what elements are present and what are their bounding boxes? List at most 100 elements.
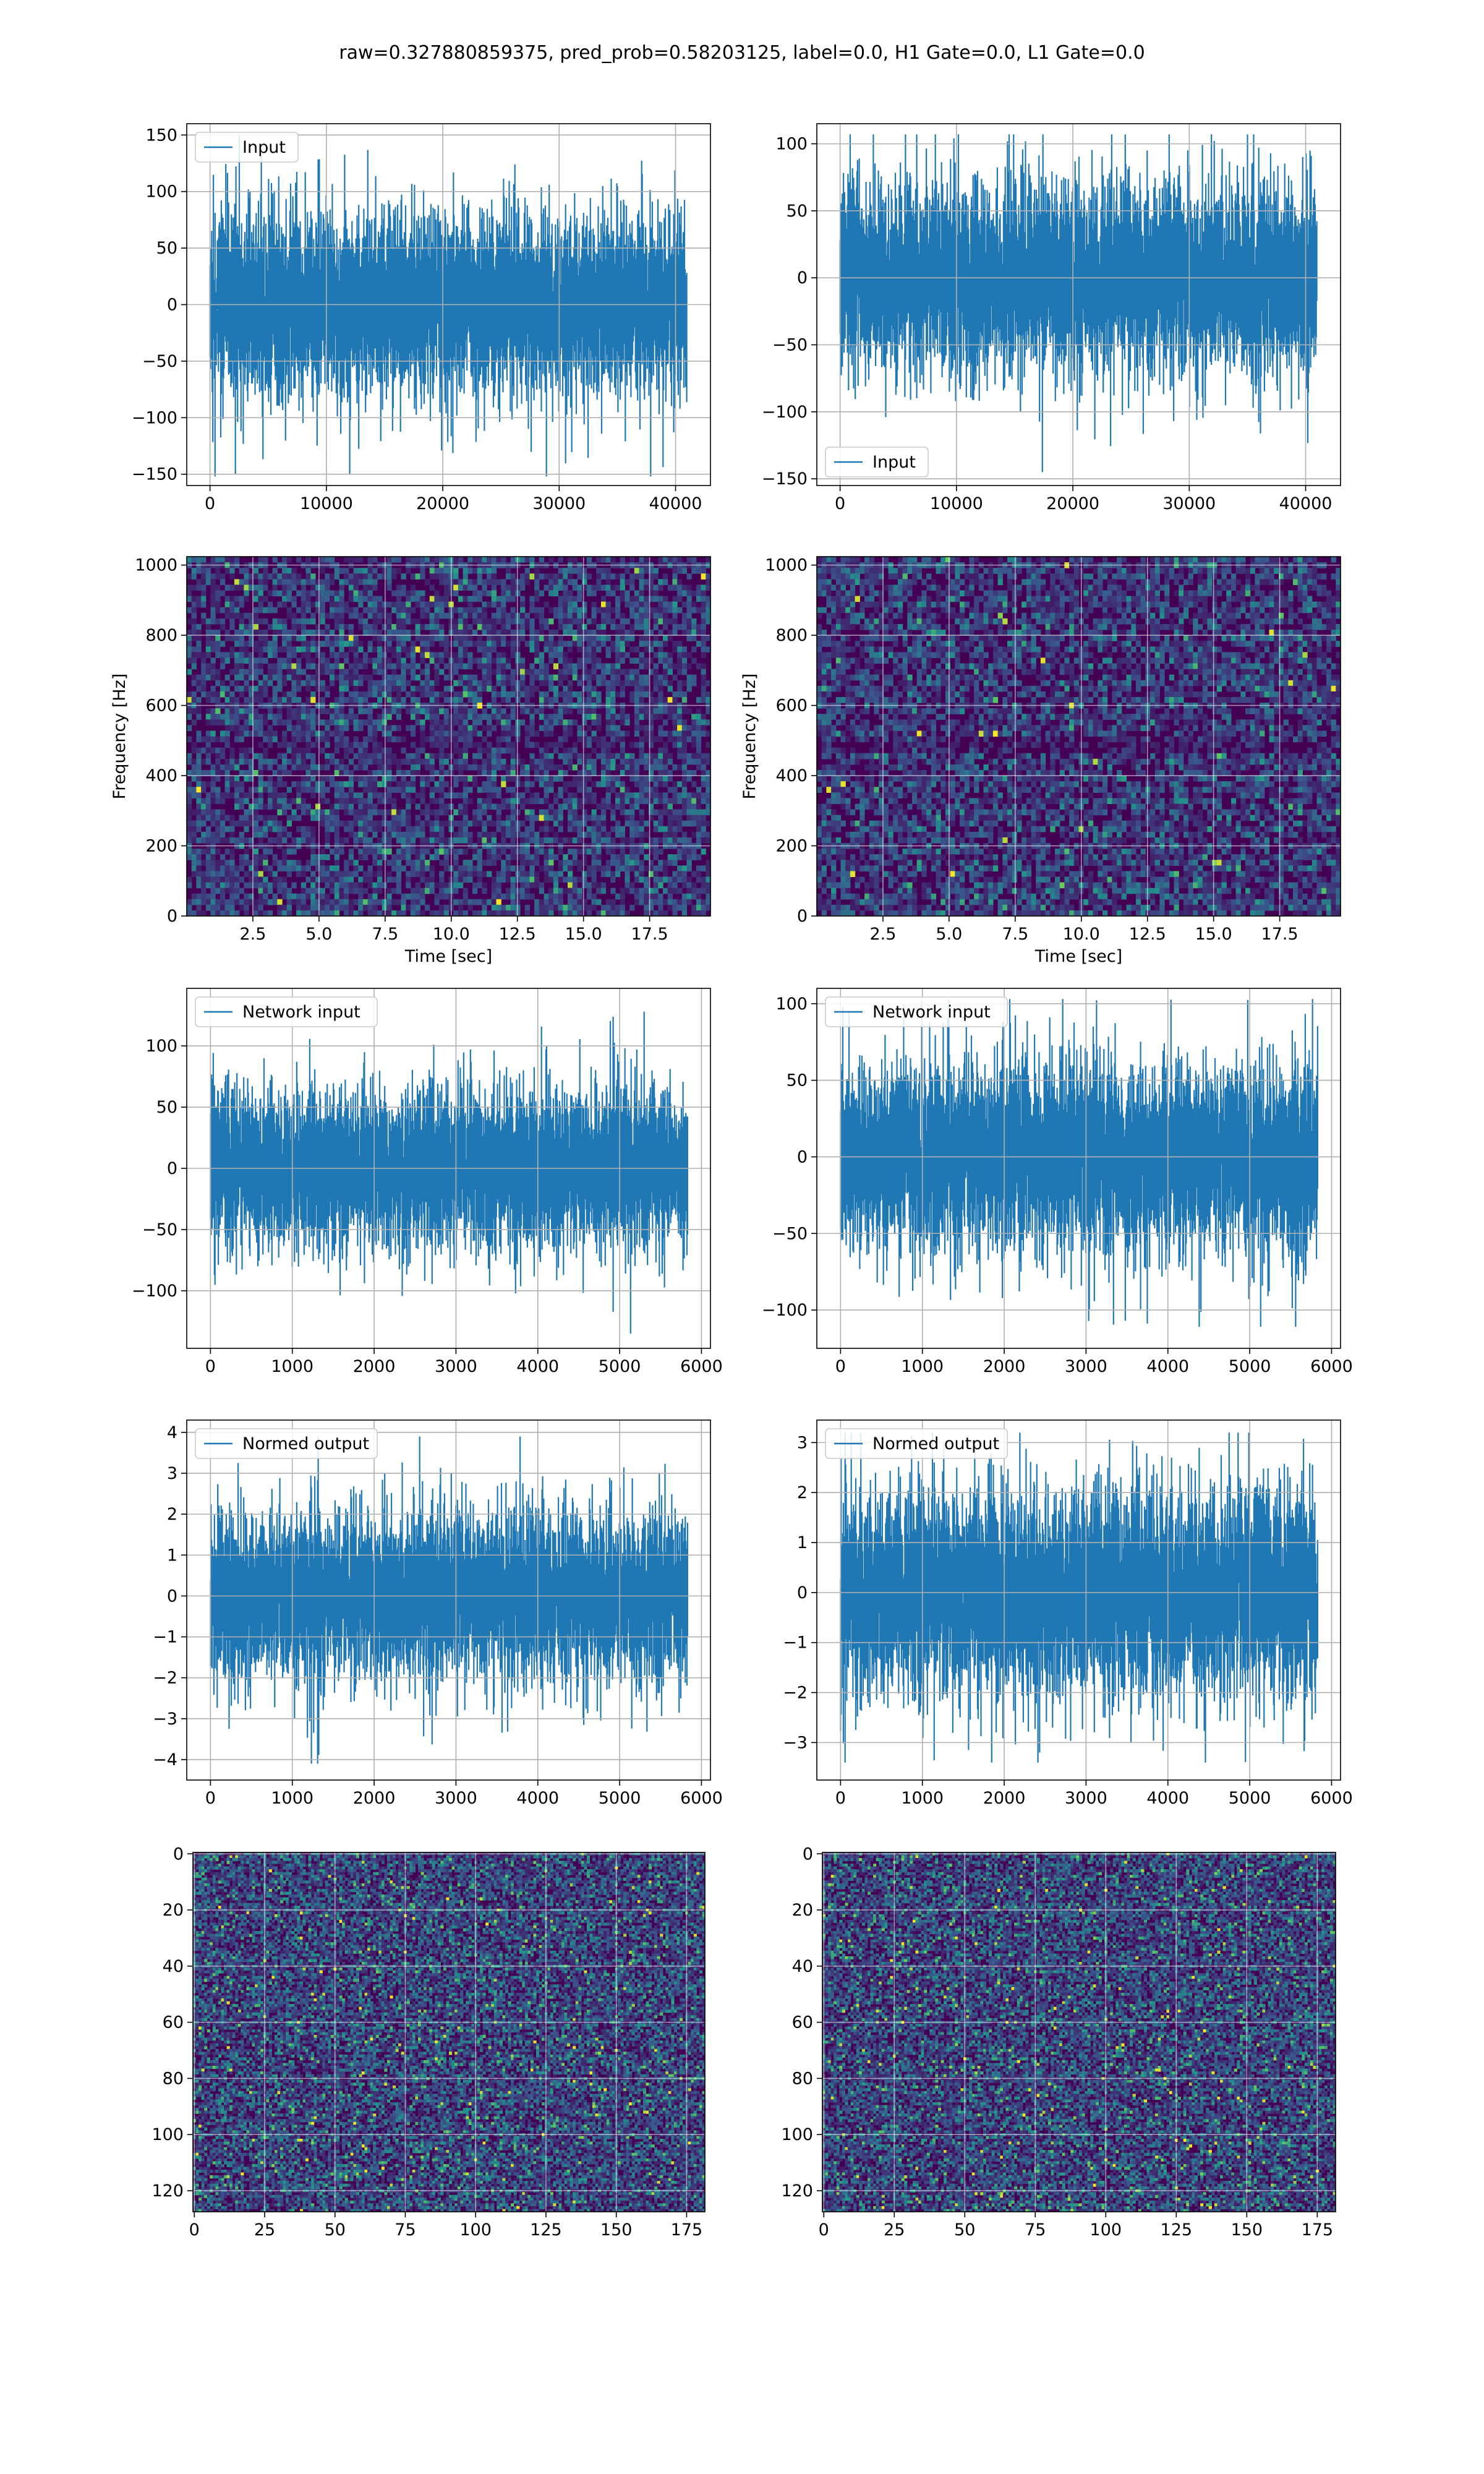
x-tick-label: 5.0 (936, 925, 962, 944)
y-tick-label: 4 (167, 1423, 177, 1442)
subplot-img-h1: 0 25 50 75 100 125 150 175 0 20 40 60 80 100 120 (151, 1844, 706, 2240)
series-line-input-l1 (839, 134, 1318, 473)
x-tick-label: 1000 (271, 1357, 313, 1376)
y-tick-label: 0 (167, 296, 177, 315)
y-tick-label: −2 (153, 1669, 177, 1688)
subplot-net-l1: 0 1000 2000 3000 4000 5000 6000 −100 −50 0 50 100 Ne… (762, 988, 1353, 1376)
x-tick-label: 20000 (1046, 494, 1099, 513)
y-tick-label: 400 (145, 766, 177, 785)
y-tick-label: −100 (762, 1301, 808, 1320)
axes-frame (816, 1419, 1341, 1781)
y-tick-label: 2 (167, 1505, 177, 1524)
y-tick-label: 600 (145, 696, 177, 716)
x-tick-label: 125 (530, 2220, 562, 2240)
y-tick-label: −150 (132, 465, 177, 484)
y-tick-label: 0 (167, 1159, 177, 1178)
y-tick-label: 20 (792, 1901, 813, 1920)
y-tick-label: 50 (156, 239, 177, 258)
series-line-net-h1 (210, 1011, 688, 1334)
y-tick-label: 60 (792, 2013, 813, 2032)
y-tick-label: −3 (153, 1710, 177, 1729)
subplot-norm-h1: 0 1000 2000 3000 4000 5000 6000 −4 −3 −2 −1 0 1 2 3 4 No… (153, 1419, 723, 1808)
x-tick-label: 150 (600, 2220, 633, 2240)
x-tick-label: 12.5 (499, 925, 536, 944)
legend: Network input (195, 996, 378, 1027)
x-tick-label: 30000 (532, 494, 586, 513)
x-tick-label: 40000 (649, 494, 702, 513)
legend: Network input (825, 996, 1008, 1027)
x-tick-label: 0 (835, 494, 845, 513)
y-tick-label: 40 (163, 1957, 184, 1976)
y-tick-label: 0 (797, 907, 808, 926)
x-tick-label: 10.0 (1063, 925, 1100, 944)
y-tick-label: 20 (163, 1901, 184, 1920)
y-tick-label: 100 (775, 135, 808, 154)
legend-box (195, 996, 378, 1027)
x-tick-label: 3000 (1065, 1789, 1107, 1808)
y-tick-label: 100 (775, 995, 808, 1014)
subplot-input-l1: 0 10000 20000 30000 40000 −150 −100 −50 0 50 100 In… (762, 123, 1341, 513)
y-tick-label: 0 (797, 268, 808, 288)
x-tick-label: 4000 (516, 1357, 559, 1376)
x-tick-label: 150 (1231, 2220, 1263, 2240)
axes-frame (186, 1419, 711, 1781)
x-tick-label: 4000 (1146, 1357, 1189, 1376)
x-tick-label: 175 (1302, 2220, 1334, 2240)
x-tick-label: 125 (1161, 2220, 1193, 2240)
y-tick-label: −1 (783, 1633, 808, 1653)
x-tick-label: 3000 (435, 1789, 477, 1808)
y-tick-label: −50 (142, 1220, 177, 1239)
x-tick-label: 0 (205, 1357, 216, 1376)
y-tick-label: 600 (775, 696, 808, 716)
x-tick-label: 2000 (983, 1789, 1026, 1808)
x-tick-label: 10.0 (433, 925, 470, 944)
x-tick-label: 3000 (435, 1357, 477, 1376)
x-tick-label: 6000 (680, 1789, 723, 1808)
x-tick-label: 4000 (516, 1789, 559, 1808)
x-tick-label: 6000 (680, 1357, 723, 1376)
heatmap-cells (817, 557, 1341, 917)
subplot-norm-l1: 0 1000 2000 3000 4000 5000 6000 −3 −2 −1 0 1 2 3 Norme… (783, 1419, 1353, 1808)
series-line-net-l1 (840, 999, 1318, 1327)
x-axis-label: Time [sec] (1034, 947, 1122, 966)
y-axis-label: Frequency [Hz] (740, 674, 759, 800)
x-tick-label: 5.0 (305, 925, 332, 944)
y-tick-label: −4 (153, 1750, 177, 1770)
x-tick-label: 50 (954, 2220, 975, 2240)
legend-box (825, 1428, 1008, 1459)
x-tick-label: 7.5 (1002, 925, 1028, 944)
legend-box (195, 132, 299, 163)
y-tick-label: −100 (132, 408, 177, 427)
y-tick-label: 50 (787, 202, 808, 221)
subplot-spec-h1: 2.5 5.0 7.5 10.0 12.5 15.0 17.5 0 200 400 600 800 10… (110, 556, 711, 966)
legend-label: Normed output (242, 1434, 369, 1453)
legend-label: Normed output (872, 1434, 999, 1453)
y-tick-label: −100 (132, 1282, 177, 1301)
y-tick-label: 120 (151, 2181, 184, 2201)
x-tick-label: 40000 (1279, 494, 1333, 513)
x-tick-label: 0 (189, 2220, 200, 2240)
legend-box (195, 1428, 378, 1459)
series-line-norm-l1 (840, 1432, 1318, 1763)
y-tick-label: 100 (781, 2125, 813, 2144)
x-tick-label: 4000 (1146, 1789, 1189, 1808)
y-tick-label: 50 (787, 1071, 808, 1090)
x-tick-label: 0 (205, 1789, 216, 1808)
x-tick-label: 25 (254, 2220, 275, 2240)
y-tick-label: 400 (775, 766, 808, 785)
y-tick-label: 120 (781, 2181, 813, 2201)
y-tick-label: 80 (792, 2069, 813, 2088)
y-tick-label: −3 (783, 1733, 808, 1752)
y-tick-label: 1 (797, 1533, 808, 1552)
legend-label: Network input (242, 1003, 360, 1022)
x-tick-label: 3000 (1065, 1357, 1107, 1376)
x-tick-label: 30000 (1162, 494, 1216, 513)
y-tick-label: 40 (792, 1957, 813, 1976)
y-tick-label: 0 (797, 1147, 808, 1166)
x-tick-label: 2000 (353, 1789, 396, 1808)
x-tick-label: 2.5 (239, 925, 266, 944)
x-tick-label: 5000 (599, 1789, 641, 1808)
x-tick-label: 1000 (901, 1357, 944, 1376)
x-tick-label: 17.5 (1261, 925, 1298, 944)
